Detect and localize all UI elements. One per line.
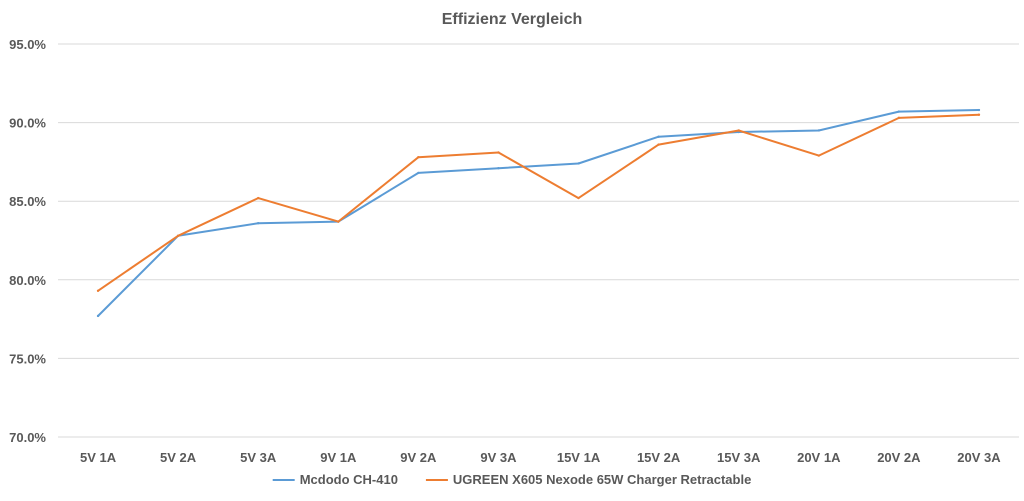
y-tick-label: 80.0%	[9, 273, 46, 288]
x-tick-label: 15V 1A	[557, 450, 601, 465]
x-tick-label: 15V 2A	[637, 450, 681, 465]
x-tick-label: 5V 3A	[240, 450, 277, 465]
x-axis-ticks: 5V 1A 5V 2A 5V 3A 9V 1A 9V 2A 9V 3A 15V 1A 15V …	[80, 450, 1001, 465]
y-axis-ticks: 70.0% 75.0% 80.0% 85.0% 90.0% 95.0%	[9, 37, 46, 445]
legend-item: UGREEN X605 Nexode 65W Charger Retractab…	[425, 472, 751, 487]
series-lines	[96, 108, 981, 318]
legend: Mcdodo CH-410 UGREEN X605 Nexode 65W Char…	[272, 472, 751, 487]
x-tick-label: 20V 2A	[877, 450, 921, 465]
y-tick-label: 95.0%	[9, 37, 46, 52]
data-point	[897, 110, 901, 113]
data-point	[257, 222, 260, 225]
legend-label: Mcdodo CH-410	[300, 472, 398, 487]
x-tick-label: 5V 2A	[160, 450, 197, 465]
data-point	[497, 151, 500, 154]
y-tick-label: 90.0%	[9, 116, 46, 131]
y-tick-label: 85.0%	[9, 194, 46, 209]
x-tick-label: 20V 1A	[797, 450, 841, 465]
data-point	[497, 166, 500, 170]
x-tick-label: 20V 3A	[957, 450, 1001, 465]
legend-item: Mcdodo CH-410	[272, 472, 398, 487]
y-tick-label: 75.0%	[9, 351, 46, 366]
x-tick-label: 9V 1A	[320, 450, 357, 465]
series-line-1	[97, 109, 980, 317]
series-line-2	[97, 113, 980, 292]
x-tick-label: 5V 1A	[80, 450, 117, 465]
gridlines	[58, 43, 1019, 438]
data-point	[176, 234, 180, 237]
data-point	[96, 314, 100, 318]
chart-title: Effizienz Vergleich	[442, 11, 582, 28]
legend-label: UGREEN X605 Nexode 65W Charger Retractab…	[453, 472, 751, 487]
x-tick-label: 9V 2A	[400, 450, 437, 465]
data-point	[977, 108, 981, 112]
x-tick-label: 15V 3A	[717, 450, 761, 465]
data-point	[657, 135, 660, 138]
data-point	[577, 162, 580, 165]
y-tick-label: 70.0%	[9, 430, 46, 445]
data-point	[337, 220, 340, 223]
data-point	[817, 154, 820, 157]
data-point	[257, 196, 260, 200]
data-point	[417, 171, 420, 175]
data-point	[96, 289, 100, 293]
data-point	[657, 143, 660, 146]
data-point	[577, 196, 580, 200]
data-point	[977, 113, 981, 116]
data-point	[817, 129, 820, 132]
x-tick-label: 9V 3A	[480, 450, 517, 465]
data-point	[417, 155, 420, 159]
data-point	[897, 116, 901, 120]
data-point	[737, 129, 740, 132]
